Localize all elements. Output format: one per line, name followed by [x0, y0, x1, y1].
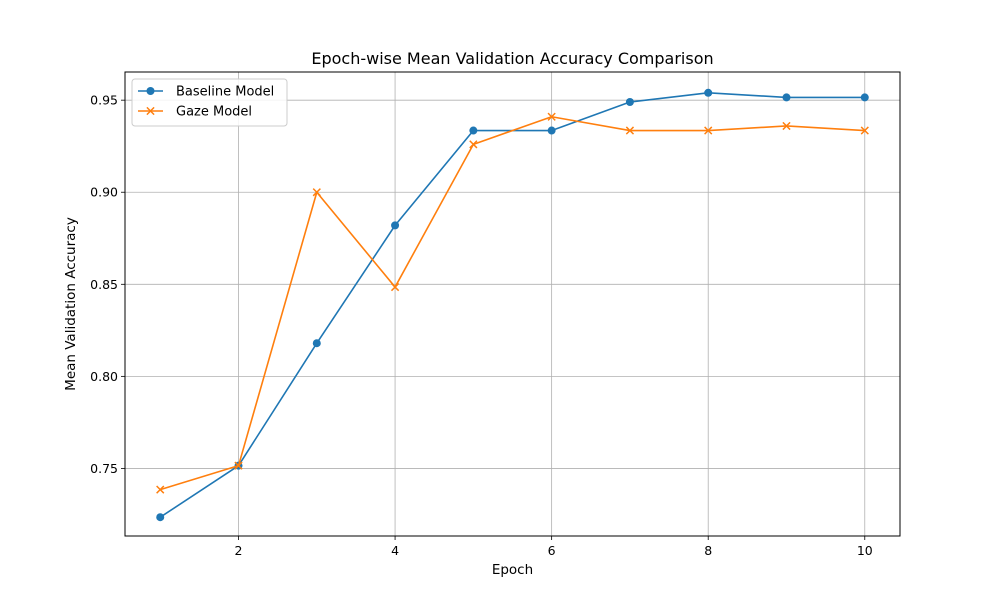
data-point-marker [234, 461, 243, 470]
legend-box [131, 78, 288, 127]
x-tick-label: 6 [548, 543, 556, 558]
y-tick-label: 0.85 [90, 277, 118, 292]
data-point-marker [312, 339, 321, 348]
plot-frame [124, 71, 901, 537]
data-point-marker [782, 121, 791, 131]
x-tick-label: 4 [391, 543, 399, 558]
data-point-marker [391, 221, 400, 230]
data-point-marker [156, 485, 165, 494]
y-tick-label: 0.90 [90, 185, 118, 200]
legend-label: Baseline Model [176, 85, 274, 100]
x-axis-title: Epoch [492, 562, 533, 578]
y-tick-label: 0.75 [90, 461, 118, 476]
data-point-marker [156, 513, 165, 522]
data-point-marker [312, 188, 321, 197]
y-axis-title: Mean Validation Accuracy [63, 217, 79, 391]
y-tick-label: 0.95 [90, 93, 118, 108]
legend-swatch-marker [146, 106, 155, 116]
data-point-marker [390, 282, 400, 292]
axis-ticks: 2 4 6 8 10 0.75 0.80 0.85 0.90 0.95 [90, 93, 873, 558]
data-point-marker [704, 88, 713, 97]
legend: Baseline Model Gaze Model [131, 78, 288, 127]
data-point-marker [625, 98, 634, 107]
data-point-marker [625, 126, 635, 135]
data-point-marker [469, 140, 478, 149]
chart-title: Epoch-wise Mean Validation Accuracy Comp… [311, 49, 713, 68]
x-tick-label: 10 [857, 543, 873, 558]
data-point-marker [469, 126, 478, 135]
data-point-marker [704, 126, 713, 135]
data-point-marker [860, 93, 869, 102]
legend-swatch-marker [146, 87, 155, 95]
grid-lines [125, 72, 900, 536]
data-point-marker [547, 126, 556, 135]
y-tick-label: 0.80 [90, 369, 118, 384]
data-point-marker [782, 93, 791, 102]
data-point-marker [547, 112, 556, 121]
series-line-2 [159, 115, 865, 491]
series-layer [156, 88, 869, 522]
x-tick-label: 8 [704, 543, 712, 558]
data-point-marker [860, 126, 869, 135]
x-tick-label: 2 [235, 543, 243, 558]
legend-label: Gaze Model [176, 105, 252, 120]
